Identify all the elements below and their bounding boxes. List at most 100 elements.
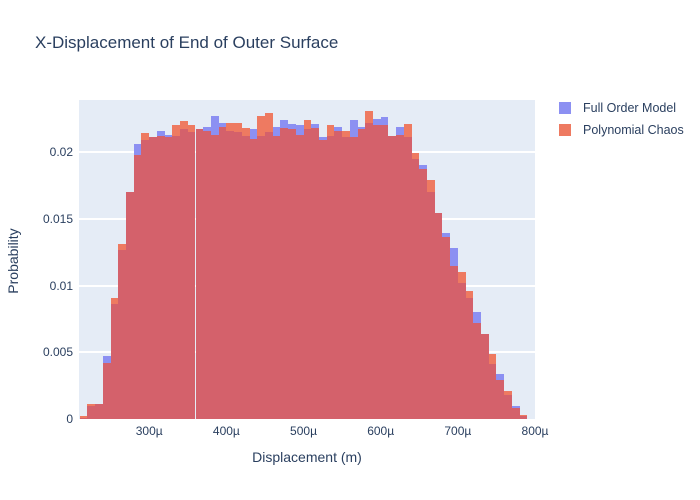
histogram-bar-cap-polynomial-chaos[interactable] [465, 290, 474, 298]
histogram-bar-cap-full-order-model[interactable] [496, 373, 505, 381]
histogram-bar-cap-full-order-model[interactable] [133, 144, 142, 155]
histogram-bar-overlap[interactable] [133, 154, 142, 419]
histogram-bar-cap-full-order-model[interactable] [156, 130, 165, 137]
histogram-bar-overlap[interactable] [442, 237, 451, 419]
histogram-bar-overlap[interactable] [419, 169, 427, 419]
histogram-bar-overlap[interactable] [264, 132, 273, 419]
histogram-bar-overlap[interactable] [141, 140, 150, 419]
histogram-bar-overlap[interactable] [110, 304, 119, 419]
histogram-bar-overlap[interactable] [164, 137, 173, 419]
histogram-bar-cap-full-order-model[interactable] [210, 116, 219, 135]
histogram-bar-cap-full-order-model[interactable] [450, 248, 458, 266]
histogram-bar-overlap[interactable] [426, 192, 435, 419]
histogram-bar-cap-polynomial-chaos[interactable] [79, 416, 88, 418]
histogram-bar-overlap[interactable] [457, 282, 466, 419]
histogram-bar-cap-polynomial-chaos[interactable] [241, 128, 250, 137]
histogram-bar-overlap[interactable] [95, 404, 103, 419]
histogram-bar-overlap[interactable] [434, 213, 443, 419]
histogram-bar-cap-polynomial-chaos[interactable] [141, 133, 150, 141]
histogram-bar-overlap[interactable] [102, 362, 111, 419]
histogram-bar-cap-full-order-model[interactable] [203, 126, 211, 131]
histogram-bar-overlap[interactable] [365, 122, 373, 419]
histogram-bar-overlap[interactable] [249, 138, 258, 419]
histogram-bar-overlap[interactable] [511, 408, 520, 419]
histogram-bar-cap-polynomial-chaos[interactable] [226, 122, 235, 131]
histogram-bar-cap-full-order-model[interactable] [357, 126, 366, 130]
histogram-bar-cap-full-order-model[interactable] [102, 356, 111, 363]
histogram-bar-overlap[interactable] [349, 137, 358, 419]
histogram-bar-cap-polynomial-chaos[interactable] [365, 110, 373, 123]
histogram-bar-cap-full-order-model[interactable] [511, 405, 520, 409]
histogram-bar-cap-full-order-model[interactable] [473, 312, 481, 323]
histogram-bar-cap-polynomial-chaos[interactable] [426, 180, 435, 193]
legend-item-polynomial-chaos[interactable]: Polynomial Chaos [559, 119, 684, 141]
histogram-bar-cap-polynomial-chaos[interactable] [118, 244, 127, 250]
histogram-bar-overlap[interactable] [187, 132, 196, 419]
histogram-bar-overlap[interactable] [488, 364, 497, 419]
histogram-bar-cap-polynomial-chaos[interactable] [303, 120, 312, 130]
histogram-bar-overlap[interactable] [372, 125, 381, 419]
histogram-bar-overlap[interactable] [504, 394, 512, 419]
histogram-bar-cap-polynomial-chaos[interactable] [257, 116, 265, 137]
plot-area[interactable] [79, 100, 535, 419]
histogram-bar-overlap[interactable] [450, 265, 458, 419]
histogram-bar-overlap[interactable] [496, 380, 505, 419]
histogram-bar-cap-full-order-model[interactable] [295, 125, 304, 135]
legend-item-full-order-model[interactable]: Full Order Model [559, 97, 684, 119]
histogram-bar-cap-polynomial-chaos[interactable] [172, 125, 181, 137]
histogram-bar-overlap[interactable] [210, 134, 219, 419]
histogram-bar-overlap[interactable] [126, 192, 134, 419]
histogram-bar-overlap[interactable] [388, 136, 397, 419]
histogram-bar-overlap[interactable] [241, 136, 250, 419]
histogram-bar-cap-full-order-model[interactable] [288, 124, 296, 130]
histogram-bar-overlap[interactable] [334, 130, 343, 419]
histogram-bar-overlap[interactable] [226, 130, 235, 419]
histogram-bar-cap-full-order-model[interactable] [249, 129, 258, 139]
histogram-bar-overlap[interactable] [326, 136, 335, 419]
histogram-bar-overlap[interactable] [411, 158, 420, 419]
histogram-bar-cap-full-order-model[interactable] [334, 126, 343, 131]
histogram-bar-cap-polynomial-chaos[interactable] [457, 272, 466, 283]
histogram-bar-overlap[interactable] [203, 130, 211, 419]
histogram-bar-cap-polynomial-chaos[interactable] [488, 353, 497, 365]
histogram-bar-overlap[interactable] [218, 126, 227, 419]
histogram-bar-overlap[interactable] [303, 129, 312, 419]
histogram-bar-cap-polynomial-chaos[interactable] [264, 113, 273, 133]
histogram-bar-cap-full-order-model[interactable] [396, 126, 404, 135]
histogram-bar-cap-polynomial-chaos[interactable] [87, 404, 96, 406]
histogram-bar-cap-polynomial-chaos[interactable] [519, 415, 528, 417]
histogram-bar-overlap[interactable] [396, 134, 404, 419]
histogram-bar-cap-polynomial-chaos[interactable] [326, 125, 335, 137]
histogram-bar-overlap[interactable] [280, 128, 289, 419]
histogram-bar-cap-full-order-model[interactable] [280, 120, 289, 129]
histogram-bar-overlap[interactable] [311, 128, 319, 419]
histogram-bar-cap-full-order-model[interactable] [218, 122, 227, 127]
histogram-bar-overlap[interactable] [156, 136, 165, 419]
histogram-bar-overlap[interactable] [172, 136, 181, 419]
histogram-bar-overlap[interactable] [257, 136, 265, 419]
histogram-bar-overlap[interactable] [180, 129, 188, 419]
histogram-bar-overlap[interactable] [465, 297, 474, 419]
histogram-bar-cap-full-order-model[interactable] [380, 117, 389, 126]
histogram-bar-overlap[interactable] [480, 333, 489, 419]
histogram-bar-overlap[interactable] [288, 129, 296, 419]
histogram-bar-overlap[interactable] [87, 405, 96, 419]
histogram-bar-overlap[interactable] [118, 249, 127, 419]
histogram-bar-overlap[interactable] [234, 132, 242, 419]
histogram-bar-cap-full-order-model[interactable] [272, 126, 281, 137]
histogram-bar-overlap[interactable] [272, 136, 281, 419]
histogram-bar-cap-polynomial-chaos[interactable] [234, 122, 242, 133]
histogram-bar-cap-full-order-model[interactable] [164, 134, 173, 138]
histogram-bar-overlap[interactable] [473, 322, 481, 419]
histogram-bar-overlap[interactable] [195, 129, 204, 419]
histogram-bar-cap-full-order-model[interactable] [442, 233, 451, 238]
histogram-bar-overlap[interactable] [403, 137, 412, 419]
histogram-bar-cap-full-order-model[interactable] [372, 118, 381, 126]
histogram-bar-cap-polynomial-chaos[interactable] [411, 153, 420, 159]
histogram-bar-cap-polynomial-chaos[interactable] [504, 390, 512, 395]
histogram-bar-overlap[interactable] [342, 137, 350, 419]
histogram-bar-cap-full-order-model[interactable] [311, 124, 319, 129]
histogram-bar-cap-full-order-model[interactable] [419, 165, 427, 170]
histogram-bar-cap-polynomial-chaos[interactable] [180, 121, 188, 130]
histogram-bar-overlap[interactable] [357, 129, 366, 419]
